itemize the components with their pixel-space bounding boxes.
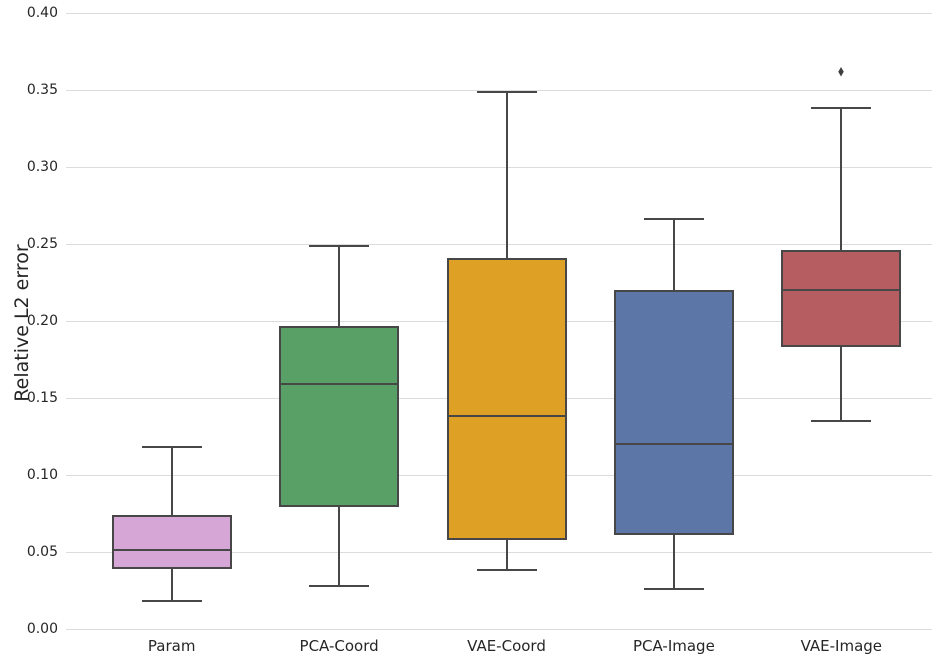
whisker-cap-bottom xyxy=(476,569,537,572)
y-tick-label: 0.05 xyxy=(26,544,58,560)
median-line xyxy=(613,443,734,446)
x-tick-label: PCA-Coord xyxy=(299,637,379,655)
whisker-upper xyxy=(505,91,508,258)
whisker-lower xyxy=(840,347,843,422)
whisker-upper xyxy=(840,108,843,251)
y-tick-label: 0.20 xyxy=(26,313,58,329)
whisker-cap-bottom xyxy=(309,584,370,587)
median-line xyxy=(279,383,400,386)
gridline xyxy=(66,243,932,245)
x-tick-label: PCA-Image xyxy=(632,637,715,655)
whisker-lower xyxy=(505,539,508,571)
whisker-upper xyxy=(170,447,173,516)
whisker-cap-top xyxy=(309,244,370,247)
whisker-cap-top xyxy=(643,218,704,221)
box-param xyxy=(111,515,232,569)
whisker-upper xyxy=(672,219,675,291)
x-tick-label: Param xyxy=(147,637,196,655)
box-vae-coord xyxy=(446,257,567,540)
whisker-upper xyxy=(338,245,341,326)
box-pca-image xyxy=(613,290,734,536)
whisker-lower xyxy=(338,507,341,586)
whisker-cap-bottom xyxy=(643,587,704,590)
whisker-cap-bottom xyxy=(141,600,202,603)
whisker-lower xyxy=(672,535,675,589)
y-tick-label: 0.15 xyxy=(26,390,58,406)
gridline xyxy=(66,166,932,168)
gridline xyxy=(66,89,932,91)
median-line xyxy=(111,549,232,552)
whisker-cap-top xyxy=(476,90,537,93)
gridline xyxy=(66,12,932,14)
y-tick-label: 0.40 xyxy=(26,5,58,21)
box-pca-coord xyxy=(279,325,400,508)
median-line xyxy=(781,289,902,292)
x-tick-label: VAE-Coord xyxy=(467,637,546,655)
y-tick-label: 0.10 xyxy=(26,467,58,483)
gridline xyxy=(66,628,932,630)
y-tick-label: 0.25 xyxy=(26,236,58,252)
median-line xyxy=(446,415,567,418)
outlier-marker: ♦ xyxy=(836,65,846,81)
whisker-cap-top xyxy=(141,446,202,449)
y-tick-label: 0.30 xyxy=(26,159,58,175)
box-vae-image xyxy=(781,250,902,348)
whisker-lower xyxy=(170,568,173,602)
y-tick-label: 0.35 xyxy=(26,82,58,98)
whisker-cap-bottom xyxy=(811,420,872,423)
gridline xyxy=(66,551,932,553)
whisker-cap-top xyxy=(811,107,872,110)
x-tick-label: VAE-Image xyxy=(800,637,883,655)
y-tick-label: 0.00 xyxy=(26,621,58,637)
